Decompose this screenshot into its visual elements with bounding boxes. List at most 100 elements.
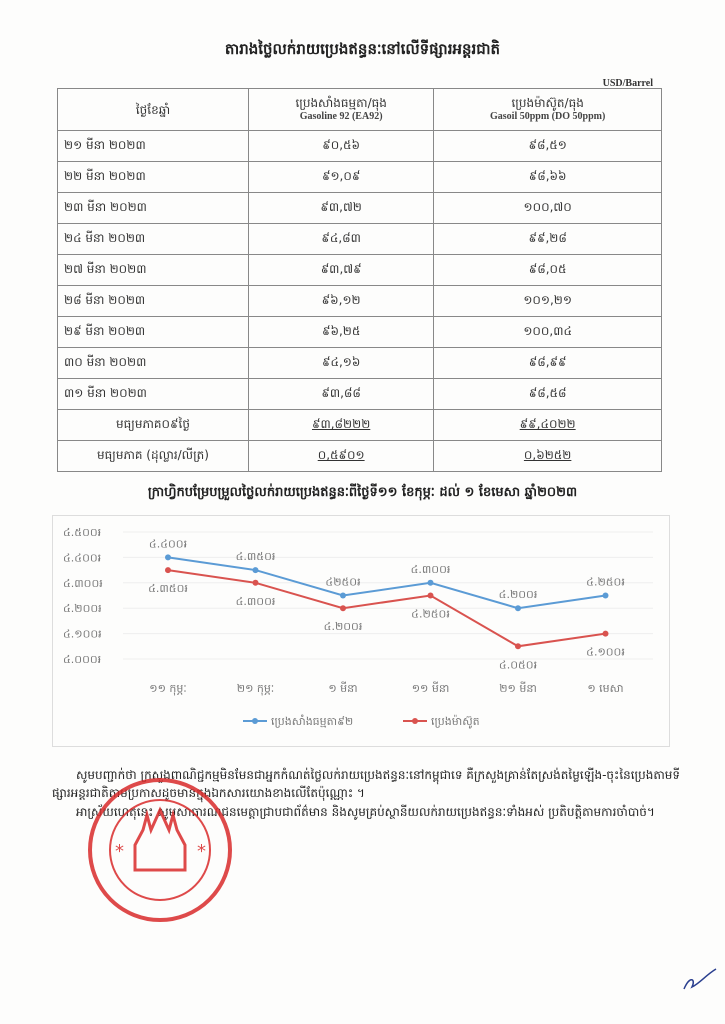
data-label: ៤២៥០៛ bbox=[325, 576, 360, 589]
data-point bbox=[165, 567, 171, 574]
gasoil-average: ០,៦២៥២ bbox=[433, 440, 662, 472]
average-label: មធ្យមភាគ០៩ថ្ងៃ bbox=[57, 409, 249, 441]
date-cell: ២២ មីនា ២០២៣ bbox=[57, 161, 249, 193]
date-cell: ២៧ មីនា ២០២៣ bbox=[57, 254, 249, 286]
y-tick-label: ៤.០០០៛ bbox=[63, 653, 101, 666]
date-cell: ២៤ មីនា ២០២៣ bbox=[57, 223, 249, 255]
data-label: ៤.៣០០៛ bbox=[411, 563, 451, 576]
data-label: ៤.៣៥០៛ bbox=[236, 550, 276, 563]
date-cell: ៣១ មីនា ២០២៣ bbox=[57, 378, 249, 410]
legend-label: ប្រេងសាំងធម្មតា៩២ bbox=[271, 714, 353, 728]
gasoil-cell: ៩៨,៩៩ bbox=[433, 347, 662, 379]
data-label: ៤.២៥០៛ bbox=[411, 608, 450, 621]
table-row: ២១ មីនា ២០២៣ ៩០,៥៦ ៩៨,៥១ bbox=[57, 130, 662, 162]
series-line bbox=[167, 569, 606, 648]
data-point bbox=[427, 579, 434, 586]
table-header-row: ថ្ងៃខែឆ្នាំ ប្រេងសាំងធម្មតា/ធុង Gasoline … bbox=[57, 88, 662, 131]
chart-title: ក្រាហ្វិកបម្រែបម្រួលថ្លៃលក់រាយប្រេងឥន្ធន… bbox=[147, 485, 578, 500]
y-tick-label: ៤.៥០០៛ bbox=[63, 526, 101, 539]
data-label: ៤.២០០៛ bbox=[499, 588, 538, 601]
average-label: មធ្យមភាគ (ដុល្លារ/លីត្រ) bbox=[57, 440, 249, 472]
paragraph-1: សូមបញ្ជាក់ថា ក្រសួងពាណិជ្ជកម្មមិនមែនជាអ្… bbox=[52, 768, 681, 800]
gasoline-average: ៩៣,៨២២២ bbox=[247, 409, 435, 441]
gasoline-average: ០,៥៩០១ bbox=[247, 440, 435, 472]
y-tick-label: ៤.២០០៛ bbox=[63, 602, 102, 615]
x-tick-label: ២១ មីនា bbox=[499, 681, 537, 695]
gasoline-cell: ៩១,០៩ bbox=[247, 161, 435, 193]
x-tick-label: ១ មីនា bbox=[328, 681, 357, 695]
data-point bbox=[252, 567, 259, 574]
gasoil-cell: ៩៨,៦៦ bbox=[433, 161, 662, 193]
gasoil-cell: ១០១,២១ bbox=[433, 285, 662, 317]
data-point bbox=[602, 592, 609, 599]
data-point bbox=[515, 605, 521, 612]
table-row: ២២ មីនា ២០២៣ ៩១,០៩ ៩៨,៦៦ bbox=[57, 161, 662, 193]
gasoil-cell: ៩៨,៥១ bbox=[433, 130, 662, 162]
average-row: មធ្យមភាគ០៩ថ្ងៃ ៩៣,៨២២២ ៩៩,៤០២២ bbox=[57, 409, 662, 441]
gasoline-cell: ៩៤,១៦ bbox=[247, 347, 435, 379]
legend-label: ប្រេងម៉ាស៊ូត bbox=[431, 714, 480, 729]
gasoil-cell: ៩៩,២៨ bbox=[433, 223, 662, 255]
table-row: ២៨ មីនា ២០២៣ ៩៦,១២ ១០១,២១ bbox=[57, 285, 662, 317]
data-label: ៤.៤០០៛ bbox=[149, 537, 187, 550]
data-label: ៤.២០០៛ bbox=[324, 620, 363, 633]
header-gasoil: ប្រេងម៉ាស៊ូត/ធុង Gasoil 50ppm (DO 50ppm) bbox=[433, 88, 662, 131]
x-tick-label: ១ មេសា bbox=[587, 682, 623, 695]
gasoline-cell: ៩៦,១២ bbox=[247, 285, 435, 317]
data-label: ៤.១០០៛ bbox=[586, 646, 625, 659]
gasoline-cell: ៩៣,៧៩ bbox=[247, 254, 435, 286]
table-row: ២៤ មីនា ២០២៣ ៩៤,៨៣ ៩៩,២៨ bbox=[57, 223, 662, 255]
data-point bbox=[515, 643, 521, 650]
table-row: ២៧ មីនា ២០២៣ ៩៣,៧៩ ៩៨,០៥ bbox=[57, 254, 662, 286]
y-tick-label: ៤.១០០៛ bbox=[63, 628, 102, 641]
data-label: ៤.៣៥០៛ bbox=[148, 582, 188, 595]
document-title: តារាងថ្លៃលក់រាយប្រេងឥន្ធនៈនៅលើទីផ្សារអន្… bbox=[224, 40, 501, 58]
gasoline-cell: ៩៤,៨៣ bbox=[247, 223, 435, 255]
legend-marker bbox=[412, 718, 418, 724]
gasoil-cell: ១០០,៧០ bbox=[433, 192, 662, 224]
gasoline-cell: ៩០,៥៦ bbox=[247, 130, 435, 162]
table-row: ២៣ មីនា ២០២៣ ៩៣,៧២ ១០០,៧០ bbox=[57, 192, 662, 224]
price-line-chart: ៤.០០០៛៤.១០០៛៤.២០០៛៤.៣០០៛៤.៤០០៛៤.៥០០៛១១ ក… bbox=[52, 515, 670, 747]
data-label: ៤.០៥០៛ bbox=[499, 658, 537, 671]
date-cell: ២១ មីនា ២០២៣ bbox=[57, 130, 249, 162]
date-cell: ២៩ មីនា ២០២៣ bbox=[57, 316, 249, 348]
data-label: ៤.២៥០៛ bbox=[586, 576, 625, 589]
date-cell: ២៣ មីនា ២០២៣ bbox=[57, 192, 249, 224]
data-point bbox=[165, 554, 171, 561]
data-point bbox=[340, 605, 346, 612]
data-point bbox=[340, 592, 346, 599]
table-row: ៣១ មីនា ២០២៣ ៩៣,៨៨ ៩៨,៥៨ bbox=[57, 378, 662, 410]
gasoline-cell: ៩៦,២៥ bbox=[247, 316, 435, 348]
y-tick-label: ៤.៣០០៛ bbox=[63, 577, 103, 590]
price-table: ថ្ងៃខែឆ្នាំ ប្រេងសាំងធម្មតា/ធុង Gasoline … bbox=[57, 88, 662, 472]
signature bbox=[683, 968, 717, 990]
gasoline-cell: ៩៣,៨៨ bbox=[247, 378, 435, 410]
table-row: ២៩ មីនា ២០២៣ ៩៦,២៥ ១០០,៣៤ bbox=[57, 316, 662, 348]
gasoil-average: ៩៩,៤០២២ bbox=[433, 409, 662, 441]
gasoil-cell: ៩៨,០៥ bbox=[433, 254, 662, 286]
data-point bbox=[252, 579, 259, 586]
header-date: ថ្ងៃខែឆ្នាំ bbox=[57, 88, 249, 131]
x-tick-label: ១១ កុម្ភៈ bbox=[149, 682, 186, 696]
header-gasoline: ប្រេងសាំងធម្មតា/ធុង Gasoline 92 (EA92) bbox=[247, 88, 435, 131]
data-point bbox=[427, 592, 434, 599]
unit-label: USD/Barrel bbox=[602, 78, 653, 89]
gasoil-cell: ១០០,៣៤ bbox=[433, 316, 662, 348]
data-label: ៤.៣០០៛ bbox=[236, 595, 276, 608]
date-cell: ២៨ មីនា ២០២៣ bbox=[57, 285, 249, 317]
x-tick-label: ១១ មីនា bbox=[412, 681, 450, 695]
gasoil-cell: ៩៨,៥៨ bbox=[433, 378, 662, 410]
series-line bbox=[167, 556, 606, 610]
date-cell: ៣០ មីនា ២០២៣ bbox=[57, 347, 249, 379]
y-tick-label: ៤.៤០០៛ bbox=[63, 551, 101, 564]
official-stamp: * * bbox=[88, 778, 232, 922]
data-point bbox=[602, 630, 609, 637]
svg-text:*: * bbox=[197, 841, 206, 862]
legend-marker bbox=[252, 718, 258, 724]
gasoline-cell: ៩៣,៧២ bbox=[247, 192, 435, 224]
table-row: ៣០ មីនា ២០២៣ ៩៤,១៦ ៩៨,៩៩ bbox=[57, 347, 662, 379]
x-tick-label: ២១ កុម្ភៈ bbox=[237, 682, 274, 696]
svg-text:*: * bbox=[115, 841, 124, 862]
